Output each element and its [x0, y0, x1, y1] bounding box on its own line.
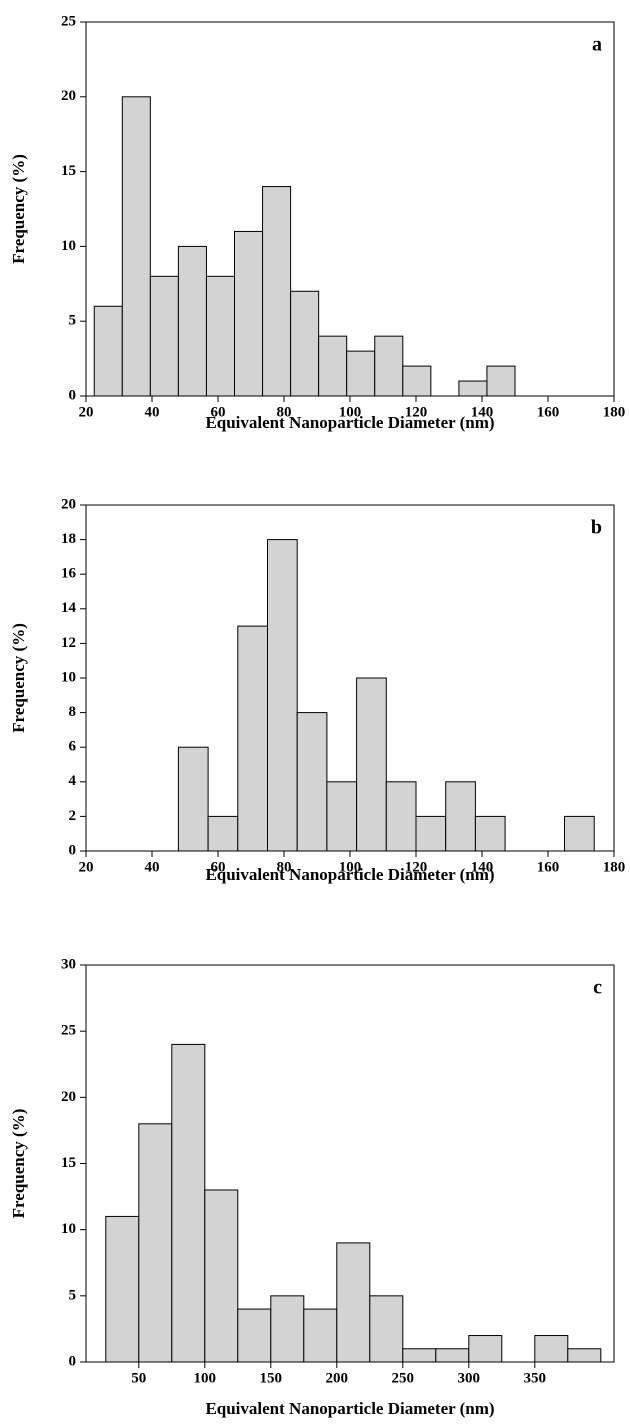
x-tick-label: 20 — [79, 859, 94, 875]
y-tick-label: 15 — [61, 163, 76, 179]
bar — [402, 1348, 437, 1363]
x-tick-label: 300 — [458, 1370, 481, 1386]
y-tick-label: 18 — [61, 531, 76, 547]
y-tick-label: 16 — [61, 566, 77, 582]
x-tick-label: 160 — [537, 859, 560, 875]
x-tick-label: 40 — [145, 859, 160, 875]
bar — [326, 781, 358, 852]
y-tick-label: 25 — [61, 1023, 76, 1039]
y-axis-label: Frequency (%) — [9, 623, 28, 733]
y-tick-label: 0 — [69, 387, 77, 403]
bar — [468, 1335, 503, 1363]
bar — [267, 539, 298, 852]
bar — [270, 1295, 305, 1363]
x-tick-label: 160 — [537, 404, 560, 420]
bar — [237, 625, 269, 852]
y-axis-label: Frequency (%) — [9, 1109, 28, 1219]
bar — [567, 1348, 602, 1363]
bar — [205, 275, 235, 397]
x-tick-label: 250 — [392, 1370, 415, 1386]
bar — [445, 781, 476, 852]
x-tick-label: 120 — [405, 859, 428, 875]
bar — [237, 1308, 272, 1363]
bar — [171, 1043, 206, 1363]
y-tick-label: 30 — [61, 956, 76, 972]
bar — [296, 712, 328, 852]
bar — [385, 781, 417, 852]
y-tick-label: 5 — [69, 1287, 77, 1303]
panel-label: c — [593, 977, 602, 999]
bar — [402, 365, 432, 397]
bar — [458, 380, 488, 397]
x-tick-label: 150 — [260, 1370, 283, 1386]
bar — [204, 1189, 239, 1363]
y-tick-label: 2 — [69, 808, 77, 824]
bar — [564, 815, 595, 852]
bar — [93, 305, 123, 397]
y-tick-label: 20 — [61, 88, 76, 104]
bar — [415, 815, 447, 852]
y-tick-label: 14 — [61, 600, 77, 616]
x-tick-label: 140 — [471, 404, 494, 420]
x-tick-label: 120 — [405, 404, 428, 420]
bar — [177, 746, 209, 852]
x-tick-label: 80 — [277, 859, 292, 875]
y-tick-label: 10 — [61, 669, 76, 685]
y-tick-label: 0 — [69, 1353, 77, 1369]
bar — [486, 365, 516, 397]
bar — [356, 677, 387, 852]
bar — [262, 186, 292, 397]
bar — [303, 1308, 338, 1363]
bar — [474, 815, 506, 852]
bar — [369, 1295, 404, 1363]
bar — [374, 335, 404, 397]
x-axis-label: Equivalent Nanoparticle Diameter (nm) — [205, 865, 494, 884]
x-tick-label: 80 — [277, 404, 292, 420]
x-tick-label: 180 — [603, 859, 626, 875]
bar — [346, 350, 376, 397]
bar — [149, 275, 179, 397]
x-tick-label: 350 — [524, 1370, 547, 1386]
y-tick-label: 25 — [61, 13, 76, 29]
x-axis-label: Equivalent Nanoparticle Diameter (nm) — [205, 1399, 494, 1418]
bar — [290, 290, 320, 397]
x-tick-label: 100 — [339, 859, 362, 875]
bar — [121, 96, 151, 397]
y-tick-label: 10 — [61, 1221, 76, 1237]
y-tick-label: 5 — [69, 313, 77, 329]
x-tick-label: 100 — [194, 1370, 217, 1386]
y-tick-label: 20 — [61, 1089, 76, 1105]
bar — [336, 1242, 371, 1363]
y-tick-label: 4 — [69, 773, 77, 789]
y-tick-label: 6 — [69, 739, 77, 755]
x-tick-label: 60 — [211, 404, 226, 420]
x-tick-label: 180 — [603, 404, 626, 420]
bar — [105, 1215, 140, 1363]
bar — [177, 245, 207, 397]
bar — [534, 1335, 569, 1363]
y-tick-label: 0 — [69, 842, 77, 858]
bar — [234, 230, 264, 397]
y-tick-label: 10 — [61, 238, 76, 254]
y-axis-label: Frequency (%) — [9, 154, 28, 264]
bar — [207, 815, 239, 852]
x-tick-label: 100 — [339, 404, 362, 420]
x-tick-label: 60 — [211, 859, 226, 875]
panel-label: b — [591, 517, 602, 539]
y-tick-label: 8 — [69, 704, 77, 720]
x-axis-label: Equivalent Nanoparticle Diameter (nm) — [205, 413, 494, 432]
y-tick-label: 20 — [61, 496, 76, 512]
x-tick-label: 200 — [326, 1370, 349, 1386]
y-tick-label: 15 — [61, 1155, 76, 1171]
x-tick-label: 140 — [471, 859, 494, 875]
x-tick-label: 20 — [79, 404, 94, 420]
bar — [138, 1123, 173, 1363]
bar — [435, 1348, 470, 1363]
panel-label: a — [592, 34, 602, 56]
bar — [318, 335, 348, 397]
x-tick-label: 50 — [131, 1370, 146, 1386]
y-tick-label: 12 — [61, 635, 76, 651]
x-tick-label: 40 — [145, 404, 160, 420]
